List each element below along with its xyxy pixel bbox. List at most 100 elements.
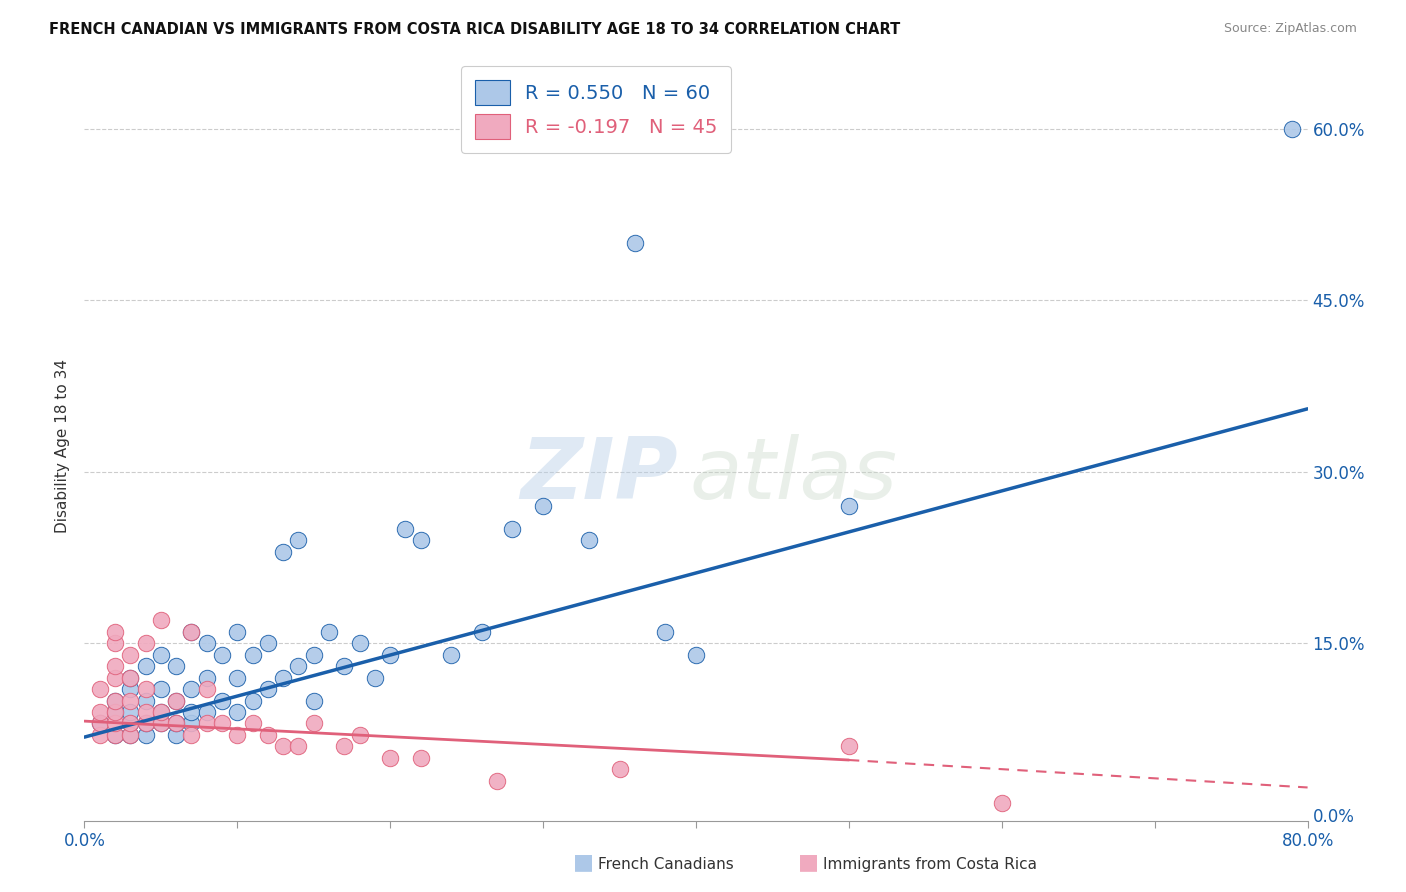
Point — [149, 705, 172, 719]
Point — [180, 624, 202, 639]
Point — [120, 671, 142, 685]
Point — [165, 693, 187, 707]
Point — [120, 648, 142, 662]
Point — [624, 235, 647, 250]
Point — [89, 716, 111, 731]
Point — [120, 728, 142, 742]
Point — [104, 705, 127, 719]
Point — [135, 693, 157, 707]
Point — [242, 648, 264, 662]
Legend: R = 0.550   N = 60, R = -0.197   N = 45: R = 0.550 N = 60, R = -0.197 N = 45 — [461, 66, 731, 153]
Point — [104, 716, 127, 731]
Point — [502, 522, 524, 536]
Text: Source: ZipAtlas.com: Source: ZipAtlas.com — [1223, 22, 1357, 36]
Point — [211, 716, 233, 731]
Point — [242, 693, 264, 707]
Point — [409, 533, 432, 548]
Point — [302, 693, 325, 707]
Point — [120, 682, 142, 697]
Point — [104, 728, 127, 742]
Point — [287, 659, 309, 673]
Point — [654, 624, 676, 639]
Point — [120, 716, 142, 731]
Point — [104, 671, 127, 685]
Point — [149, 614, 172, 628]
Point — [165, 659, 187, 673]
Point — [195, 671, 218, 685]
Point — [135, 659, 157, 673]
Point — [104, 636, 127, 650]
Point — [991, 797, 1014, 811]
Text: FRENCH CANADIAN VS IMMIGRANTS FROM COSTA RICA DISABILITY AGE 18 TO 34 CORRELATIO: FRENCH CANADIAN VS IMMIGRANTS FROM COSTA… — [49, 22, 900, 37]
Point — [149, 682, 172, 697]
Point — [257, 728, 280, 742]
Point — [257, 682, 280, 697]
Point — [180, 705, 202, 719]
Point — [409, 750, 432, 764]
Point — [104, 659, 127, 673]
Point — [302, 716, 325, 731]
Point — [104, 705, 127, 719]
Point — [135, 636, 157, 650]
Point — [271, 545, 294, 559]
Point — [531, 499, 554, 513]
Point — [89, 682, 111, 697]
Point — [440, 648, 463, 662]
Text: ■: ■ — [574, 853, 593, 872]
Point — [165, 728, 187, 742]
Point — [149, 648, 172, 662]
Point — [1281, 121, 1303, 136]
Point — [165, 716, 187, 731]
Point — [257, 636, 280, 650]
Point — [104, 693, 127, 707]
Point — [271, 671, 294, 685]
Point — [89, 716, 111, 731]
Point — [838, 739, 860, 754]
Point — [838, 499, 860, 513]
Point — [89, 728, 111, 742]
Point — [120, 671, 142, 685]
Point — [135, 705, 157, 719]
Point — [302, 648, 325, 662]
Point — [165, 693, 187, 707]
Point — [226, 728, 249, 742]
Point — [349, 728, 371, 742]
Point — [104, 624, 127, 639]
Point — [380, 648, 402, 662]
Point — [195, 716, 218, 731]
Point — [195, 682, 218, 697]
Point — [242, 716, 264, 731]
Point — [89, 705, 111, 719]
Point — [120, 693, 142, 707]
Point — [195, 705, 218, 719]
Point — [364, 671, 387, 685]
Point — [380, 750, 402, 764]
Point — [211, 693, 233, 707]
Point — [271, 739, 294, 754]
Point — [226, 624, 249, 639]
Point — [287, 533, 309, 548]
Point — [333, 659, 356, 673]
Point — [180, 728, 202, 742]
Text: French Canadians: French Canadians — [598, 857, 734, 872]
Point — [180, 716, 202, 731]
Point — [180, 624, 202, 639]
Point — [349, 636, 371, 650]
Point — [120, 716, 142, 731]
Text: ZIP: ZIP — [520, 434, 678, 517]
Point — [135, 716, 157, 731]
Point — [120, 705, 142, 719]
Point — [135, 716, 157, 731]
Point — [609, 762, 631, 776]
Point — [165, 716, 187, 731]
Point — [135, 728, 157, 742]
Point — [135, 682, 157, 697]
Point — [120, 728, 142, 742]
Point — [104, 693, 127, 707]
Point — [149, 716, 172, 731]
Point — [578, 533, 600, 548]
Point — [685, 648, 707, 662]
Text: atlas: atlas — [690, 434, 898, 517]
Point — [287, 739, 309, 754]
Point — [226, 671, 249, 685]
